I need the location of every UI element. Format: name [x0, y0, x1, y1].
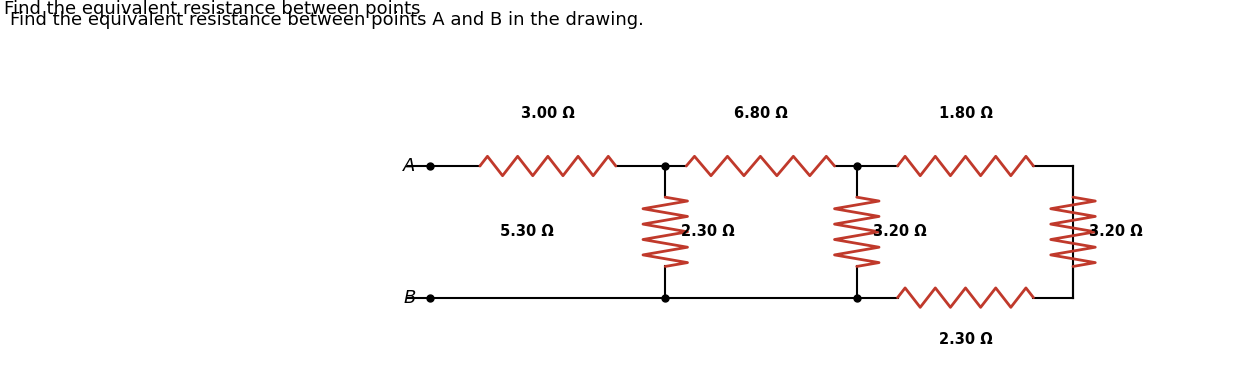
Text: Find the equivalent resistance between points A and B in the drawing.: Find the equivalent resistance between p… — [10, 11, 644, 29]
Text: A: A — [403, 157, 415, 175]
Text: B: B — [403, 289, 415, 307]
Text: 6.80 Ω: 6.80 Ω — [734, 106, 787, 121]
Text: 5.30 Ω: 5.30 Ω — [500, 224, 554, 239]
Text: 1.80 Ω: 1.80 Ω — [938, 106, 993, 121]
Text: 3.20 Ω: 3.20 Ω — [1088, 224, 1143, 239]
Text: 3.00 Ω: 3.00 Ω — [521, 106, 575, 121]
Text: Find the equivalent resistance between points: Find the equivalent resistance between p… — [4, 0, 427, 18]
Text: 3.20 Ω: 3.20 Ω — [873, 224, 927, 239]
Text: 2.30 Ω: 2.30 Ω — [939, 332, 993, 347]
Text: Find the equivalent resistance between points: Find the equivalent resistance between p… — [4, 0, 427, 18]
Text: 2.30 Ω: 2.30 Ω — [682, 224, 735, 239]
